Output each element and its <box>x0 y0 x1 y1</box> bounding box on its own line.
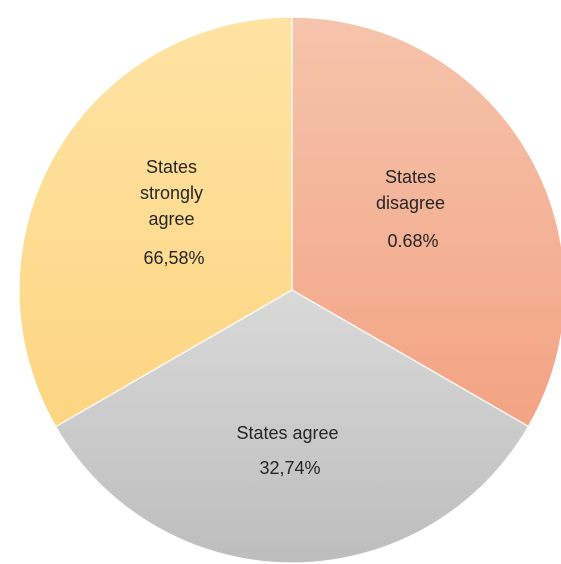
label-line: disagree <box>376 193 445 213</box>
label-value: 32,74% <box>259 458 320 478</box>
data-label-states-agree: States agree 32,74% <box>236 423 343 478</box>
label-line: States <box>146 157 197 177</box>
label-line: agree <box>148 209 194 229</box>
label-line: States agree <box>236 423 338 443</box>
pie-slice-states-strongly-agree <box>18 16 293 428</box>
pie-slice-states-disagree <box>291 16 561 428</box>
label-line: strongly <box>140 183 203 203</box>
data-label-states-strongly-agree: States strongly agree 66,58% <box>140 157 208 268</box>
label-value: 0.68% <box>387 231 438 251</box>
data-label-states-disagree: States disagree 0.68% <box>376 167 450 251</box>
label-value: 66,58% <box>143 248 204 268</box>
pie-slice-states-agree <box>54 289 530 564</box>
label-line: States <box>385 167 436 187</box>
